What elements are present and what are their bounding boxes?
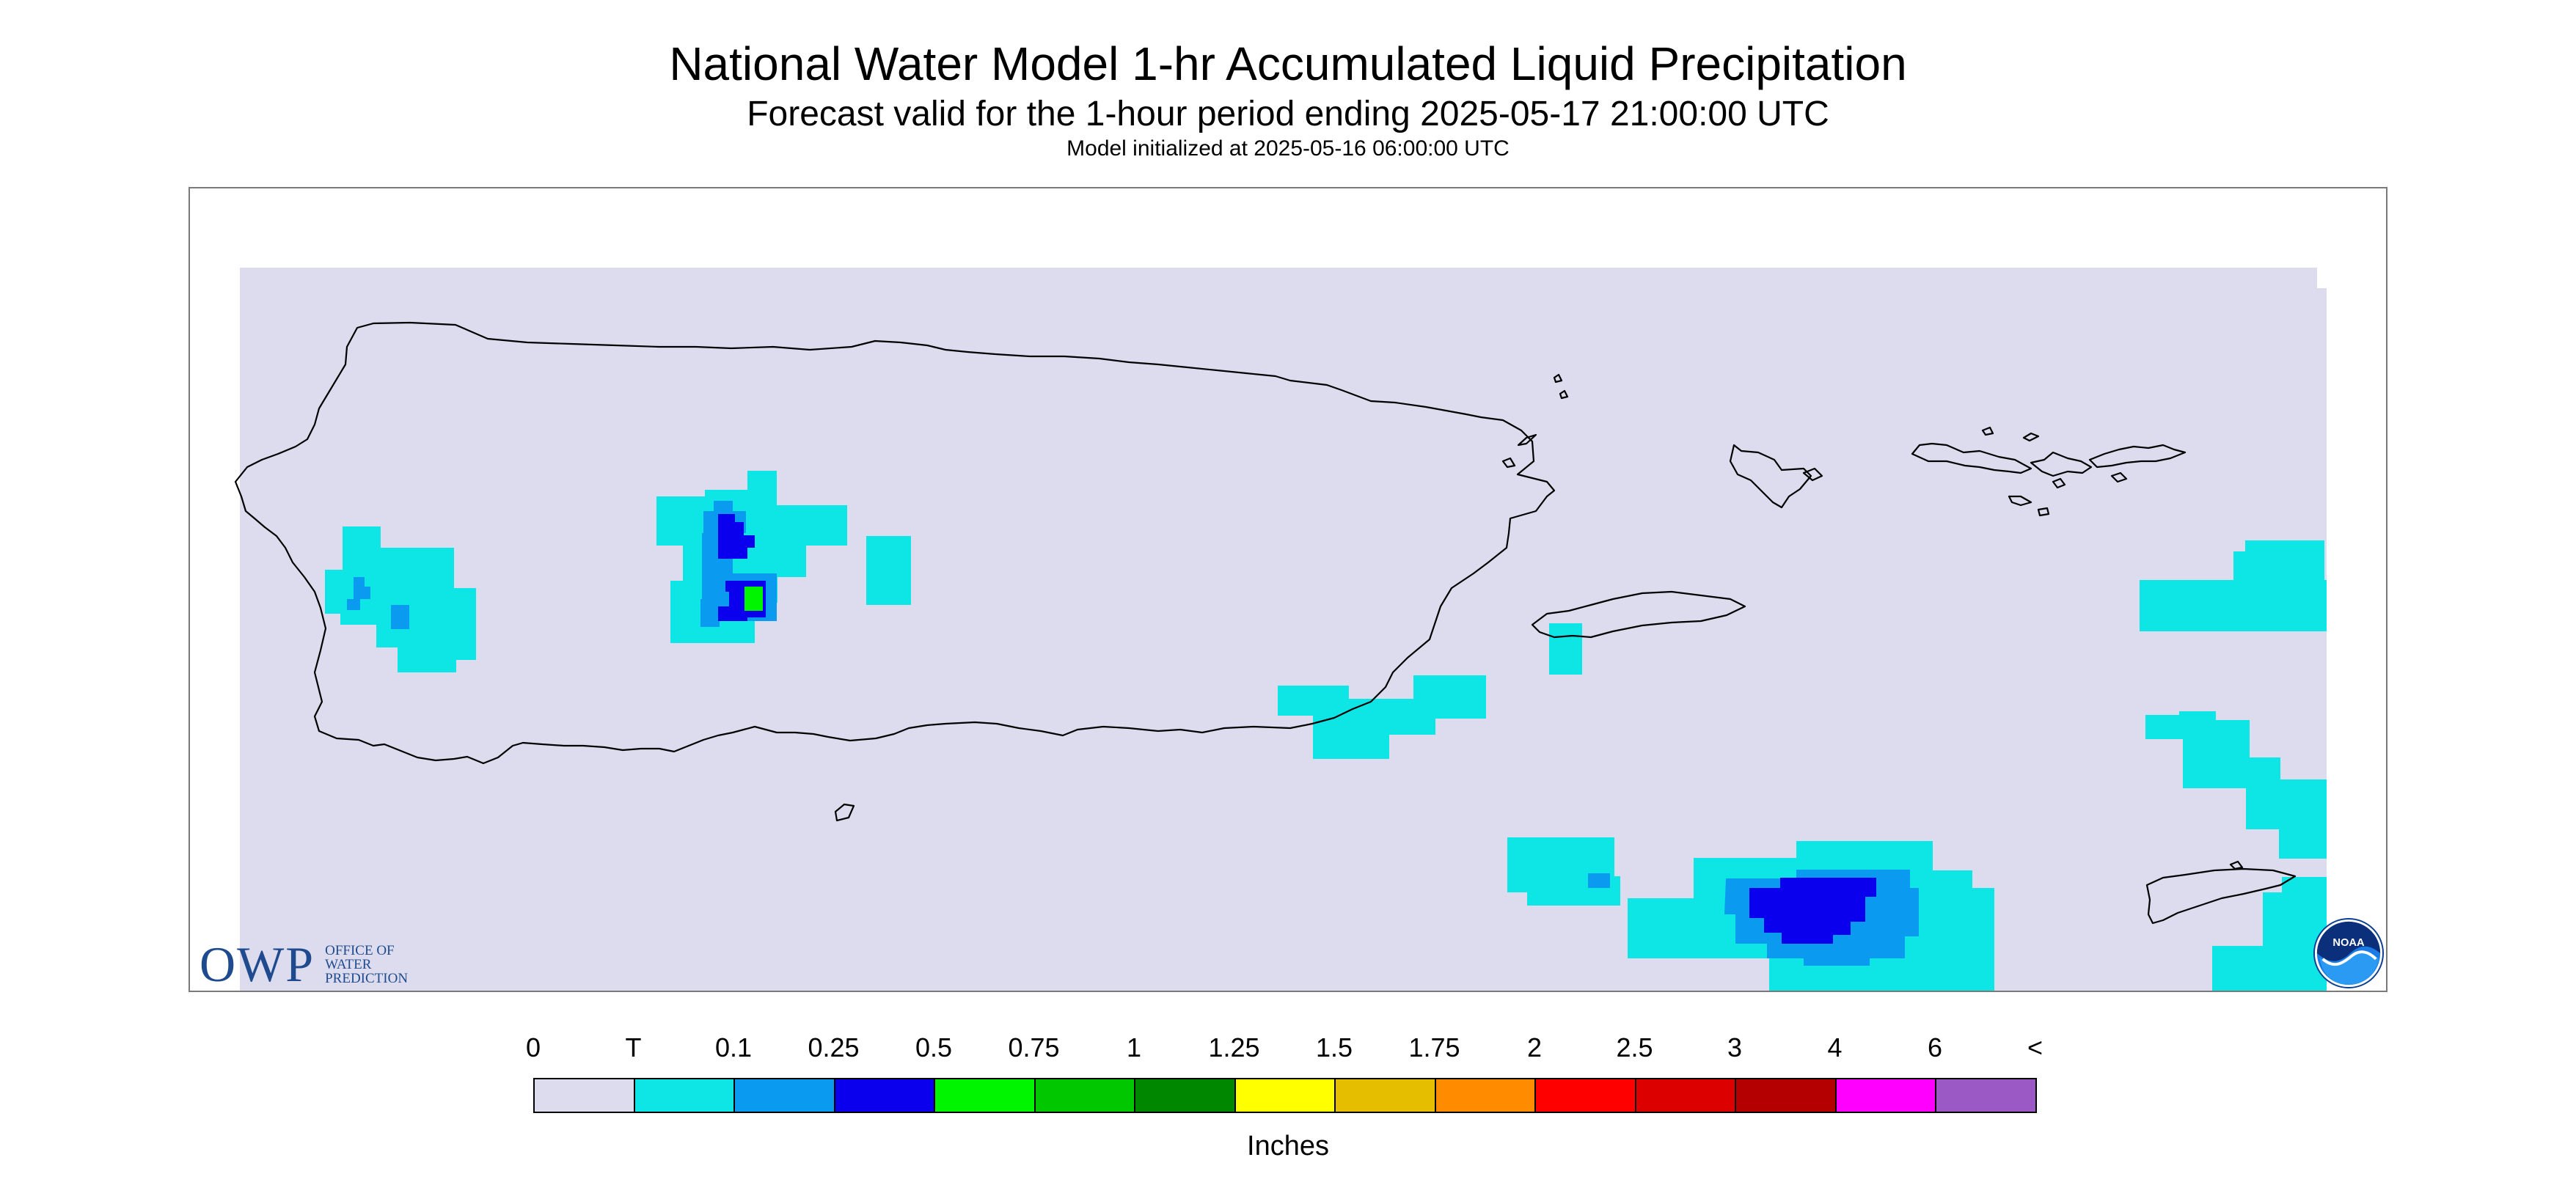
colorbar-label: 0.1 xyxy=(714,1032,753,1062)
colorbar-box xyxy=(1234,1078,1336,1113)
precip-area-south-caribbean-0-25 xyxy=(1749,878,1876,944)
culebra-island-coastline xyxy=(1729,444,1823,509)
precip-area-west-pr-0-1-a xyxy=(347,577,370,610)
precip-area-central-east-pr xyxy=(866,536,911,605)
noaa-logo-text: NOAA xyxy=(2332,937,2365,949)
owp-logo-text: OFFICE OF WATER PREDICTION xyxy=(325,942,409,986)
colorbar-box xyxy=(1634,1078,1736,1113)
colorbar-label: 1.75 xyxy=(1408,1032,1460,1062)
precip-area-west-pr-0-1-b xyxy=(391,605,409,629)
colorbar-box xyxy=(934,1078,1036,1113)
colorbar-label: 0 xyxy=(525,1032,541,1062)
colorbar-label: 1.5 xyxy=(1315,1032,1353,1062)
colorbar-label: 3 xyxy=(1727,1032,1743,1062)
st-john-coastline xyxy=(2030,451,2093,477)
colorbar-box xyxy=(533,1078,635,1113)
noaa-logo: NOAA xyxy=(2313,917,2385,989)
colorbar-box xyxy=(1735,1078,1837,1113)
colorbar-box xyxy=(833,1078,935,1113)
colorbar-label: 4 xyxy=(1827,1032,1843,1062)
precip-area-east-st-john xyxy=(2140,540,2327,631)
map-title: National Water Model 1-hr Accumulated Li… xyxy=(669,37,1907,90)
colorbar-box xyxy=(1134,1078,1236,1113)
colorbar-box xyxy=(1834,1078,1936,1113)
culebra-coastline xyxy=(1517,433,1537,447)
precip-area-central-pr-0-5 xyxy=(744,587,763,611)
colorbar-box xyxy=(733,1078,835,1113)
forecast-valid-line: Forecast valid for the 1-hour period end… xyxy=(747,95,1829,133)
colorbar-units: Inches xyxy=(1247,1131,1329,1161)
st-croix-coastline xyxy=(2145,860,2297,925)
precip-area-south-caribbean-west xyxy=(1507,837,1620,906)
colorbar-box xyxy=(1534,1078,1636,1113)
colorbar-label: 2.5 xyxy=(1616,1032,1653,1062)
colorbar-label: 2 xyxy=(1526,1032,1543,1062)
colorbar-label: 0.75 xyxy=(1008,1032,1060,1062)
colorbar-box xyxy=(1434,1078,1536,1113)
vieques-coastline xyxy=(1531,590,1746,639)
map-frame xyxy=(189,187,2387,992)
precip-0-5-areas xyxy=(744,587,763,611)
colorbar-label: 1.25 xyxy=(1208,1032,1260,1062)
precip-area-near-st-croix-south xyxy=(2212,877,2327,991)
colorbar-label: 0.5 xyxy=(915,1032,953,1062)
colorbar-label: 1 xyxy=(1126,1032,1142,1062)
colorbar-label: 0.25 xyxy=(808,1032,860,1062)
precip-map xyxy=(234,268,2327,991)
colorbar-label: < xyxy=(2027,1032,2043,1062)
st-thomas-coastline xyxy=(1911,442,2032,474)
precip-area-west-pr xyxy=(325,526,476,672)
colorbar-label: T xyxy=(625,1032,642,1062)
precip-area-near-st-croix-north xyxy=(2145,711,2327,859)
puerto-rico-coastline xyxy=(234,321,1556,765)
bvi-small-islands-coastline xyxy=(1981,426,2128,517)
precip-area-southeast-pr xyxy=(1278,675,1486,759)
small-islets-coastline xyxy=(1501,373,1569,469)
tortola-coastline xyxy=(2088,444,2187,469)
owp-logo-mark: OWP xyxy=(200,936,315,992)
colorbar-box xyxy=(633,1078,735,1113)
coastlines xyxy=(234,321,2297,925)
owp-logo: OWP OFFICE OF WATER PREDICTION xyxy=(200,936,409,992)
precip-area-south-caribbean-west-0-1 xyxy=(1588,873,1610,888)
colorbar-label: 6 xyxy=(1927,1032,1943,1062)
colorbar-box xyxy=(1935,1078,2037,1113)
model-domain xyxy=(240,268,2327,991)
precip-0-25-areas xyxy=(718,514,1876,944)
precip-area-vieques xyxy=(1549,623,1582,675)
colorbar-box xyxy=(1334,1078,1436,1113)
mona-island-coastline xyxy=(834,803,855,822)
colorbar-box xyxy=(1033,1078,1135,1113)
model-init-line: Model initialized at 2025-05-16 06:00:00… xyxy=(1066,136,1510,161)
precip-area-central-pr-0-25-a xyxy=(718,514,755,559)
